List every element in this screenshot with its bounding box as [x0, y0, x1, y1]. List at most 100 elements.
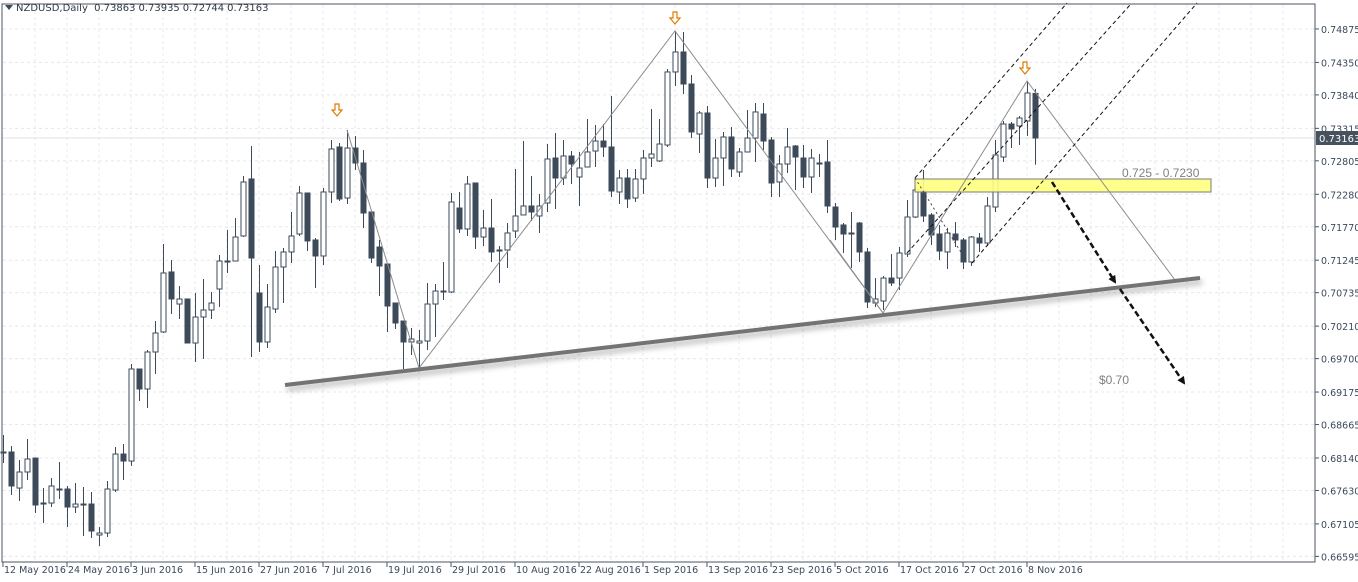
candle — [584, 118, 591, 168]
candle-body — [816, 162, 823, 165]
zigzag-line[interactable] — [346, 30, 1176, 370]
candle-body — [888, 277, 895, 284]
y-tick-label: 0.68665 — [1321, 421, 1358, 432]
candle — [688, 74, 695, 139]
neckline-trendline[interactable] — [284, 276, 1201, 387]
channel-lower-line[interactable] — [971, 2, 1198, 264]
chart-header: NZDUSD,Daily 0.73863 0.73935 0.72744 0.7316… — [5, 3, 272, 14]
x-tick-label: 27 Oct 2016 — [964, 565, 1023, 576]
candle — [672, 31, 679, 86]
close-value: 0.73163 — [227, 3, 269, 14]
candle-body — [400, 320, 407, 343]
candle-body — [856, 222, 863, 253]
candle — [392, 302, 399, 329]
candle-body — [136, 368, 143, 390]
candle-body — [688, 83, 695, 133]
candle — [616, 169, 623, 205]
candles — [0, 31, 1039, 547]
candle-body — [664, 71, 671, 146]
grid — [3, 5, 1314, 561]
candle-body — [416, 340, 423, 344]
candle-body — [984, 205, 991, 244]
candle — [720, 131, 727, 186]
support-zone-label: 0.725 - 0.7230 — [1122, 166, 1200, 180]
candle — [1016, 115, 1023, 146]
candle-body — [920, 190, 927, 217]
candle — [656, 118, 663, 162]
candle-body — [968, 236, 975, 263]
candle-body — [112, 453, 119, 491]
symbol-label: NZDUSD,Daily — [16, 3, 88, 14]
candle-body — [528, 205, 535, 213]
candle-body — [64, 488, 71, 508]
candle — [208, 291, 215, 319]
x-tick-label: 27 Jun 2016 — [260, 565, 317, 576]
candle-body — [736, 151, 743, 173]
down-arrow-icon — [330, 103, 344, 117]
candle — [448, 192, 455, 294]
y-tick-label: 0.69700 — [1321, 355, 1358, 366]
candle-body — [32, 457, 39, 506]
candle-body — [504, 232, 511, 251]
candle — [360, 149, 367, 229]
current-price-box — [1316, 131, 1358, 145]
candle — [272, 251, 279, 314]
candle-body — [296, 192, 303, 235]
candle-body — [264, 306, 271, 343]
candle-body — [40, 502, 47, 505]
candle — [1024, 81, 1031, 136]
target-label: $0.70 — [1099, 373, 1129, 387]
candle — [808, 148, 815, 193]
candle — [640, 149, 647, 195]
projection-arrow-1 — [1050, 181, 1117, 284]
candle — [56, 461, 63, 500]
candle — [376, 240, 383, 296]
candle — [536, 194, 543, 233]
candle — [984, 197, 991, 246]
candle — [96, 527, 103, 547]
triangle-down-icon[interactable] — [5, 5, 13, 10]
y-tick-label: 0.73315 — [1321, 124, 1358, 135]
candle — [464, 175, 471, 236]
candle-body — [552, 157, 559, 179]
candle — [472, 182, 479, 249]
support-zone[interactable] — [914, 178, 1212, 193]
candle-body — [432, 290, 439, 305]
candle-body — [440, 290, 447, 293]
x-tick-label: 15 Jun 2016 — [196, 565, 253, 576]
candle — [304, 192, 311, 252]
candle — [16, 460, 23, 502]
candle — [896, 247, 903, 291]
candle — [944, 228, 951, 269]
down-arrow-icon — [1018, 61, 1032, 75]
x-tick-label: 3 Jun 2016 — [132, 565, 183, 576]
candle-body — [80, 503, 87, 506]
candle — [424, 283, 431, 351]
candle — [296, 185, 303, 236]
candle-body — [256, 292, 263, 343]
candle-body — [448, 201, 455, 293]
candle-body — [536, 205, 543, 217]
candle-body — [248, 178, 255, 259]
y-tick-label: 0.70210 — [1321, 322, 1358, 333]
candle-body — [544, 158, 551, 204]
candle-body — [392, 302, 399, 324]
candle — [384, 263, 391, 332]
candle — [992, 139, 999, 212]
channel-middle-line[interactable] — [906, 4, 1131, 254]
x-tick-label: 7 Jul 2016 — [324, 565, 372, 576]
candle-body — [96, 532, 103, 536]
candle-body — [640, 157, 647, 180]
candle — [920, 169, 927, 222]
candle — [544, 144, 551, 212]
channel-upper-line[interactable] — [914, 2, 1068, 179]
candle — [264, 284, 271, 349]
candle-body — [336, 146, 343, 200]
candle-body — [728, 136, 735, 170]
x-tick-label: 10 Aug 2016 — [516, 565, 577, 576]
candle — [504, 222, 511, 269]
x-tick-label: 13 Sep 2016 — [708, 565, 768, 576]
candle — [280, 248, 287, 304]
candle-body — [152, 332, 159, 353]
